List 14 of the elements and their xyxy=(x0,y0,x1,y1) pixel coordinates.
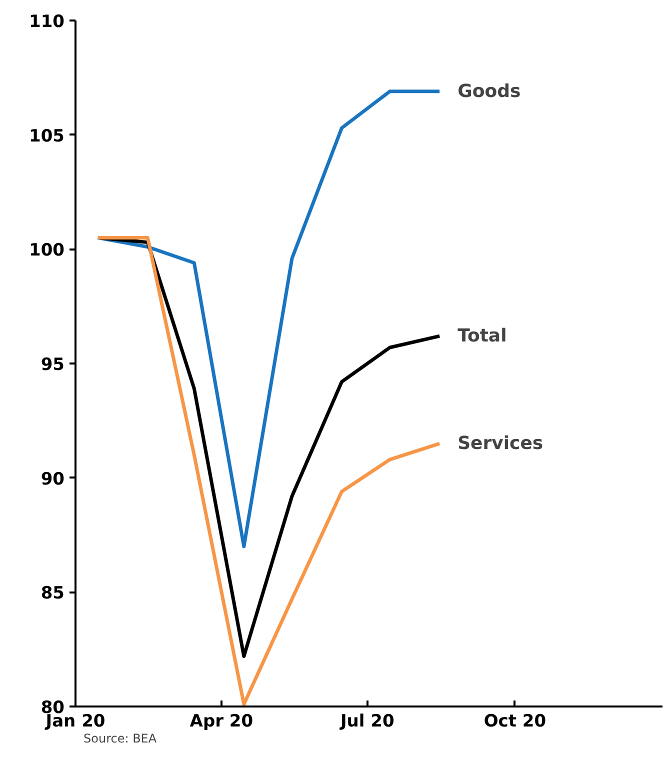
y-tick-label: 100 xyxy=(29,240,65,261)
series-label: Goods xyxy=(458,80,521,102)
x-tick-label: Jul 20 xyxy=(339,712,394,732)
x-tick-label: Apr 20 xyxy=(190,712,254,732)
series-label: Services xyxy=(458,433,544,454)
series-label: Total xyxy=(458,326,507,347)
y-tick-label: 90 xyxy=(40,469,65,490)
x-tick-label: Oct 20 xyxy=(484,712,546,732)
line-series xyxy=(96,90,442,548)
source-note: Source: BEA xyxy=(84,732,158,746)
y-tick-label: 105 xyxy=(29,126,65,146)
y-tick-label: 110 xyxy=(29,12,65,32)
y-tick-label: 95 xyxy=(40,355,65,375)
y-tick-label: 85 xyxy=(40,584,65,604)
